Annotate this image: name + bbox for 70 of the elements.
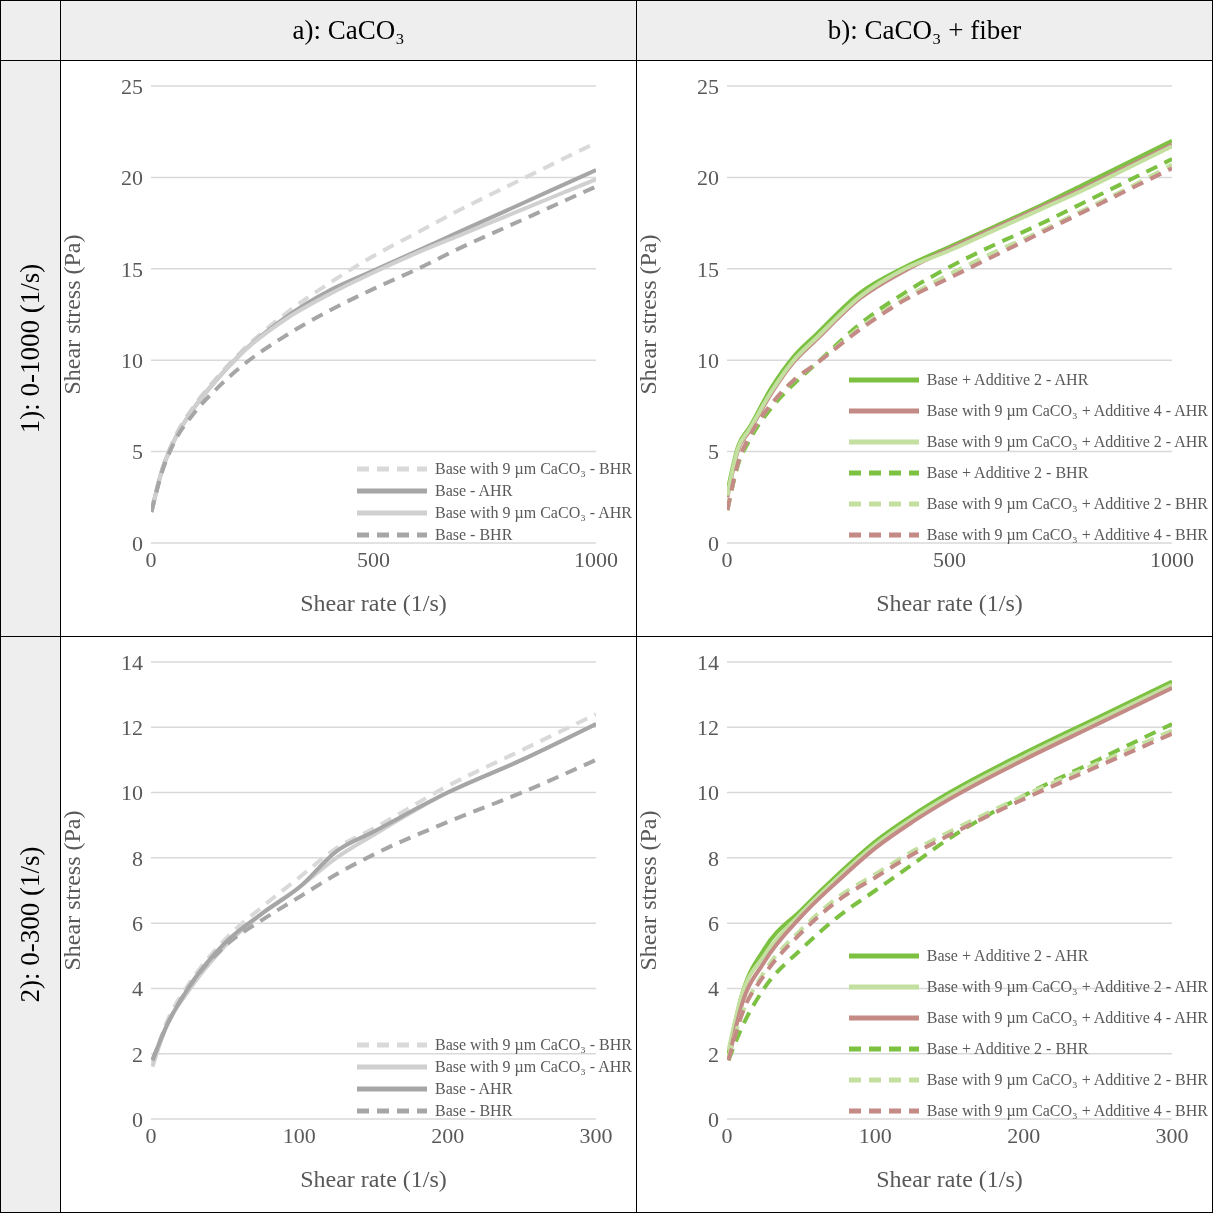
- y-tick-label: 6: [708, 910, 719, 936]
- y-tick-label: 12: [697, 715, 719, 741]
- y-tick-label: 0: [132, 1106, 143, 1132]
- legend-label: Base with 9 µm CaCO₃ - AHR: [434, 1058, 632, 1075]
- x-tick-label: 500: [933, 546, 966, 572]
- text: 2): 0-300 (1/s): [15, 846, 46, 1003]
- y-tick-label: 10: [697, 780, 719, 806]
- x-tick-label: 300: [1155, 1122, 1189, 1148]
- y-tick-label: 0: [708, 1106, 719, 1132]
- y-tick-label: 5: [132, 439, 143, 465]
- x-tick-label: 100: [282, 1122, 316, 1148]
- legend-label: Base with 9 µm CaCO₃ + Additive 4 - AHR: [926, 402, 1208, 419]
- y-tick-label: 20: [121, 165, 143, 191]
- legend-label: Base + Additive 2 - AHR: [926, 947, 1089, 964]
- y-tick-label: 4: [132, 976, 143, 1002]
- legend-label: Base with 9 µm CaCO₃ + Additive 4 - AHR: [926, 1009, 1208, 1026]
- y-tick-label: 14: [697, 649, 719, 675]
- legend-label: Base - BHR: [434, 526, 513, 543]
- legend-label: Base with 9 µm CaCO₃ + Additive 2 - AHR: [926, 433, 1208, 450]
- y-tick-label: 10: [121, 348, 143, 374]
- y-tick-label: 10: [697, 348, 719, 374]
- chart-title: a): CaCO₃: [60, 0, 637, 61]
- legend-label: Base - AHR: [434, 482, 513, 499]
- y-tick-label: 15: [697, 256, 719, 282]
- y-tick-label: 2: [708, 1041, 719, 1067]
- x-tick-label: 500: [357, 546, 390, 572]
- x-tick-label: 1000: [574, 546, 618, 572]
- x-tick-label: 200: [1007, 1122, 1041, 1148]
- y-tick-label: 12: [121, 715, 143, 741]
- legend-label: Base with 9 µm CaCO₃ - BHR: [434, 460, 632, 477]
- legend-label: Base - BHR: [434, 1102, 513, 1119]
- y-tick-label: 25: [697, 73, 719, 99]
- y-tick-label: 0: [708, 530, 719, 556]
- y-axis-title: Shear stress (Pa): [58, 810, 85, 971]
- y-axis-title: Shear stress (Pa): [58, 234, 85, 395]
- x-axis-title: Shear rate (1/s): [876, 590, 1023, 616]
- y-tick-label: 20: [697, 165, 719, 191]
- y-tick-label: 15: [121, 256, 143, 282]
- x-tick-label: 1000: [1150, 546, 1194, 572]
- y-tick-label: 5: [708, 439, 719, 465]
- y-tick-label: 14: [121, 649, 143, 675]
- y-tick-label: 4: [708, 976, 719, 1002]
- chart-title: b): CaCO₃ + fiber: [636, 0, 1213, 61]
- x-axis-title: Shear rate (1/s): [876, 1166, 1023, 1192]
- y-tick-label: 0: [132, 530, 143, 556]
- y-tick-label: 2: [132, 1041, 143, 1067]
- legend-label: Base with 9 µm CaCO₃ + Additive 4 - BHR: [926, 1102, 1208, 1119]
- legend-label: Base with 9 µm CaCO₃ - AHR: [434, 504, 632, 521]
- x-tick-label: 100: [858, 1122, 892, 1148]
- legend-label: Base with 9 µm CaCO₃ + Additive 2 - BHR: [926, 1071, 1208, 1088]
- x-tick-label: 200: [431, 1122, 465, 1148]
- y-tick-label: 25: [121, 73, 143, 99]
- y-axis-title: Shear stress (Pa): [634, 234, 661, 395]
- y-tick-label: 8: [708, 845, 719, 871]
- y-tick-label: 10: [121, 780, 143, 806]
- legend-label: Base with 9 µm CaCO₃ + Additive 4 - BHR: [926, 526, 1208, 543]
- legend-label: Base - AHR: [434, 1080, 513, 1097]
- legend-label: Base + Additive 2 - AHR: [926, 371, 1089, 388]
- legend-label: Base with 9 µm CaCO₃ + Additive 2 - BHR: [926, 495, 1208, 512]
- y-tick-label: 8: [132, 845, 143, 871]
- text: 1): 0-1000 (1/s): [15, 263, 46, 434]
- y-tick-label: 6: [132, 910, 143, 936]
- legend-label: Base + Additive 2 - BHR: [926, 464, 1089, 481]
- legend-label: Base + Additive 2 - BHR: [926, 1040, 1089, 1057]
- legend-label: Base with 9 µm CaCO₃ + Additive 2 - AHR: [926, 978, 1208, 995]
- y-axis-title: Shear stress (Pa): [634, 810, 661, 971]
- x-axis-title: Shear rate (1/s): [300, 590, 447, 616]
- legend-label: Base with 9 µm CaCO₃ - BHR: [434, 1036, 632, 1053]
- x-tick-label: 300: [579, 1122, 613, 1148]
- x-axis-title: Shear rate (1/s): [300, 1166, 447, 1192]
